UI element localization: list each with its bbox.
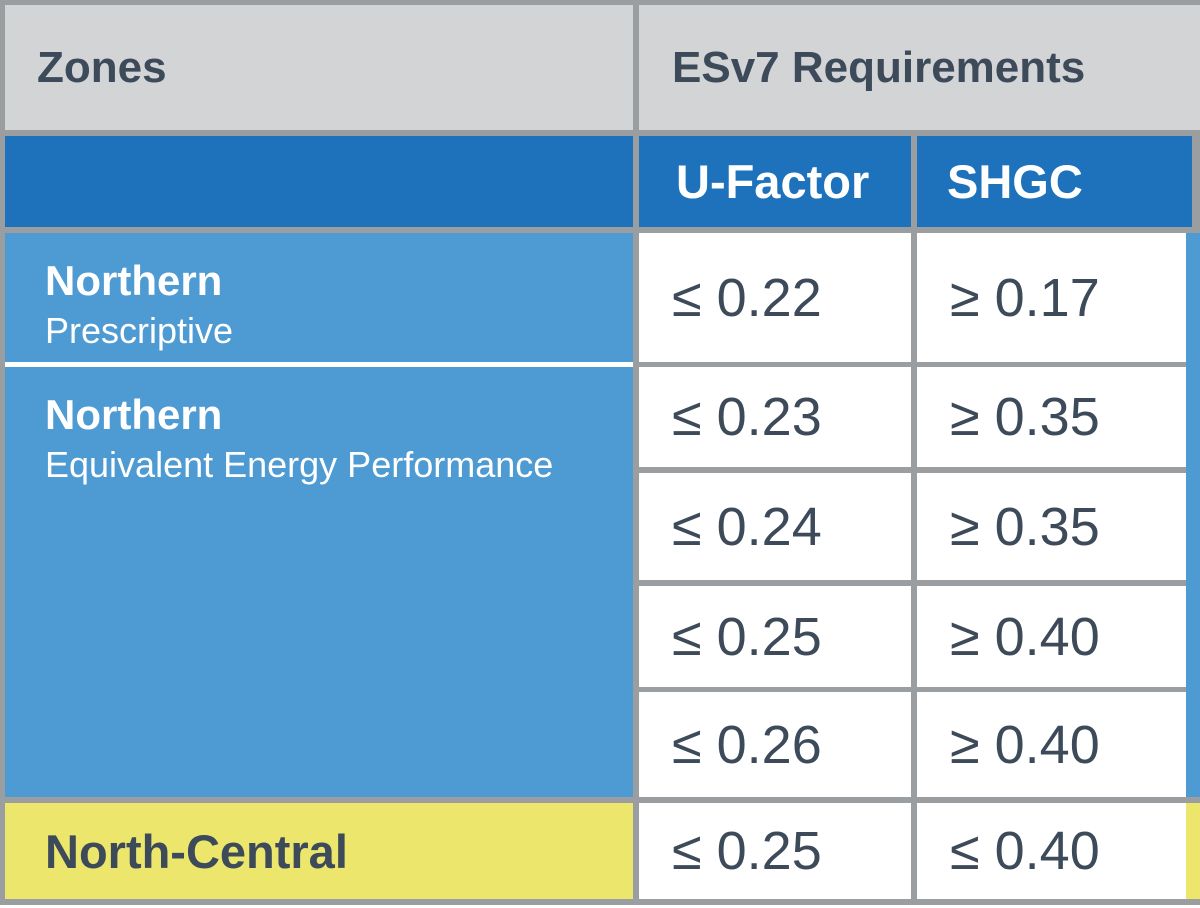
u-factor-value-cell: ≤ 0.25 (639, 586, 911, 687)
u-factor-column-header: U-Factor (639, 136, 911, 227)
shgc-column-header: SHGC (917, 136, 1192, 227)
u-factor-value-cell: ≤ 0.24 (639, 473, 911, 580)
zone-name: Northern (45, 391, 223, 438)
zone-name: Northern (45, 257, 223, 304)
u-factor-value-cell: ≤ 0.22 (639, 233, 911, 362)
u-factor-value-cell: ≤ 0.25 (639, 803, 911, 899)
zones-header-label: Zones (37, 42, 167, 92)
zone-name: North-Central (45, 824, 348, 878)
shgc-value-cell: ≥ 0.35 (917, 473, 1186, 580)
zone-accent-strip-blue (1186, 233, 1200, 797)
u-factor-value: ≤ 0.25 (672, 606, 822, 667)
zone-cell-northern-equivalent-energy-performance: Northern Equivalent Energy Performance (5, 367, 633, 797)
requirements-header-label: ESv7 Requirements (672, 42, 1086, 92)
requirements-header-cell: ESv7 Requirements (639, 5, 1200, 130)
shgc-value: ≥ 0.40 (950, 606, 1100, 667)
u-factor-value: ≤ 0.24 (672, 496, 822, 557)
zone-qualifier: Equivalent Energy Performance (45, 443, 554, 485)
shgc-value-cell: ≥ 0.35 (917, 367, 1186, 467)
shgc-value: ≥ 0.35 (950, 387, 1100, 447)
zone-cell-north-central: North-Central (5, 803, 633, 899)
bottom-margin (0, 905, 1200, 908)
shgc-value: ≥ 0.35 (950, 496, 1100, 557)
u-factor-value-cell: ≤ 0.23 (639, 367, 911, 467)
zone-accent-strip-yellow (1186, 803, 1200, 899)
u-factor-value: ≤ 0.25 (672, 821, 822, 881)
shgc-value-cell: ≥ 0.40 (917, 586, 1186, 687)
u-factor-value-cell: ≤ 0.26 (639, 692, 911, 797)
zone-qualifier: Prescriptive (45, 309, 234, 351)
u-factor-value: ≤ 0.26 (672, 714, 822, 775)
shgc-value: ≥ 0.40 (950, 714, 1100, 775)
shgc-value-cell: ≥ 0.40 (917, 692, 1186, 797)
shgc-header-label: SHGC (947, 155, 1083, 208)
zones-header-cell: Zones (5, 5, 633, 130)
blank-blue-header-cell (5, 136, 633, 227)
zone-divider-line (5, 362, 633, 367)
zone-cell-northern-prescriptive: Northern Prescriptive (5, 233, 633, 362)
u-factor-value: ≤ 0.22 (672, 267, 822, 328)
shgc-value-cell: ≥ 0.17 (917, 233, 1186, 362)
u-factor-header-label: U-Factor (676, 155, 870, 208)
shgc-value-cell: ≤ 0.40 (917, 803, 1186, 899)
u-factor-value: ≤ 0.23 (672, 387, 822, 447)
shgc-value: ≤ 0.40 (950, 821, 1100, 881)
shgc-value: ≥ 0.17 (950, 267, 1100, 328)
